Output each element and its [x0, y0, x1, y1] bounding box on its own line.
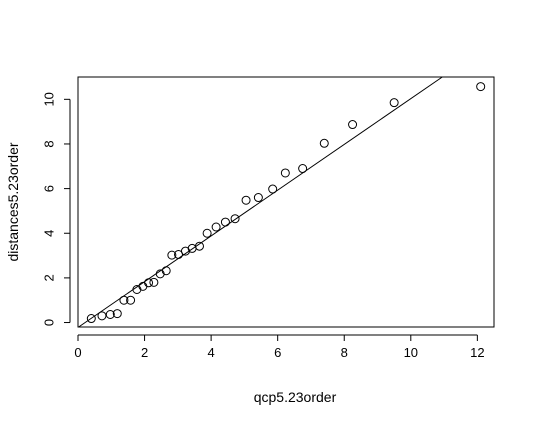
y-axis: 0 2 4 6 8 10 [41, 92, 71, 326]
x-axis-title: qcp5.23order [254, 389, 337, 405]
x-tick-label: 4 [208, 345, 215, 360]
data-point [476, 82, 486, 92]
data-point [97, 311, 107, 321]
data-point [211, 222, 221, 232]
data-point [149, 277, 159, 287]
data-point [167, 250, 177, 260]
data-point [105, 310, 115, 319]
x-tick-label: 0 [74, 345, 81, 360]
x-tick-label: 10 [404, 345, 418, 360]
data-point [319, 138, 329, 148]
data-point [298, 164, 308, 174]
data-point [280, 168, 290, 178]
x-tick-label: 2 [141, 345, 148, 360]
data-point [241, 195, 251, 205]
data-point [194, 241, 204, 251]
data-point [253, 193, 263, 203]
y-tick-label: 0 [41, 319, 56, 326]
y-tick-label: 6 [41, 185, 56, 192]
plot-frame [77, 76, 495, 328]
data-point [230, 214, 240, 224]
data-point [348, 120, 358, 130]
x-tick-label: 8 [341, 345, 348, 360]
x-axis: 0 2 4 6 8 10 12 [74, 334, 485, 360]
data-point [161, 266, 171, 276]
y-axis-title: distances5.23order [5, 142, 21, 261]
x-tick-label: 6 [274, 345, 281, 360]
data-point [220, 217, 230, 227]
data-point [86, 314, 96, 324]
data-point [389, 98, 399, 108]
data-point [119, 295, 129, 305]
y-tick-label: 8 [41, 140, 56, 147]
data-point [112, 309, 122, 319]
y-tick-label: 4 [41, 230, 56, 237]
data-point [202, 228, 212, 238]
data-point [126, 295, 136, 305]
points-layer [86, 82, 486, 324]
y-tick-label: 2 [41, 274, 56, 281]
y-tick-label: 10 [41, 92, 56, 106]
data-point [144, 278, 154, 288]
x-tick-label: 12 [470, 345, 484, 360]
data-point [268, 184, 278, 194]
